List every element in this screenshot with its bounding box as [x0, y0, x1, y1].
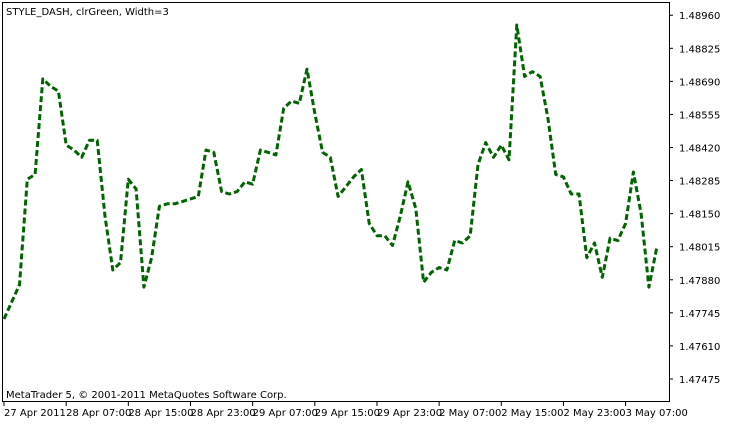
- y-tick-label: 1.48555: [679, 110, 720, 121]
- y-tick-label: 1.48690: [679, 77, 720, 88]
- y-tick-label: 1.47475: [679, 375, 720, 386]
- x-tick-label: 29 Apr 23:00: [377, 408, 442, 419]
- y-tick-label: 1.48960: [679, 11, 720, 22]
- x-tick-label: 29 Apr 07:00: [253, 408, 318, 419]
- x-tick-label: 2 May 07:00: [439, 408, 501, 419]
- chart-footer: MetaTrader 5, © 2001-2011 MetaQuotes Sof…: [6, 390, 287, 401]
- x-tick-label: 28 Apr 23:00: [190, 408, 255, 419]
- y-tick-label: 1.48015: [679, 243, 720, 254]
- x-tick-label: 2 May 15:00: [501, 408, 563, 419]
- y-tick-label: 1.47880: [679, 276, 720, 287]
- x-tick-label: 29 Apr 15:00: [315, 408, 380, 419]
- y-tick-label: 1.47610: [679, 342, 720, 353]
- x-tick-label: 28 Apr 07:00: [66, 408, 131, 419]
- chart-title: STYLE_DASH, clrGreen, Width=3: [6, 7, 169, 18]
- y-axis: 1.48960 1.48825 1.48690 1.48555 1.48420 1.482…: [669, 11, 720, 386]
- x-tick-label: 28 Apr 15:00: [128, 408, 193, 419]
- y-tick-label: 1.48285: [679, 177, 720, 188]
- x-tick-label: 27 Apr 2011: [4, 408, 66, 419]
- y-tick-label: 1.47745: [679, 309, 720, 320]
- series-line: [2, 23, 659, 320]
- plot-area: [2, 2, 670, 402]
- y-tick-label: 1.48150: [679, 210, 720, 221]
- y-tick-label: 1.48420: [679, 144, 720, 155]
- x-tick-label: 2 May 23:00: [563, 408, 625, 419]
- y-tick-label: 1.48825: [679, 44, 720, 55]
- series-layer: [2, 23, 659, 320]
- x-tick-label: 3 May 07:00: [626, 408, 688, 419]
